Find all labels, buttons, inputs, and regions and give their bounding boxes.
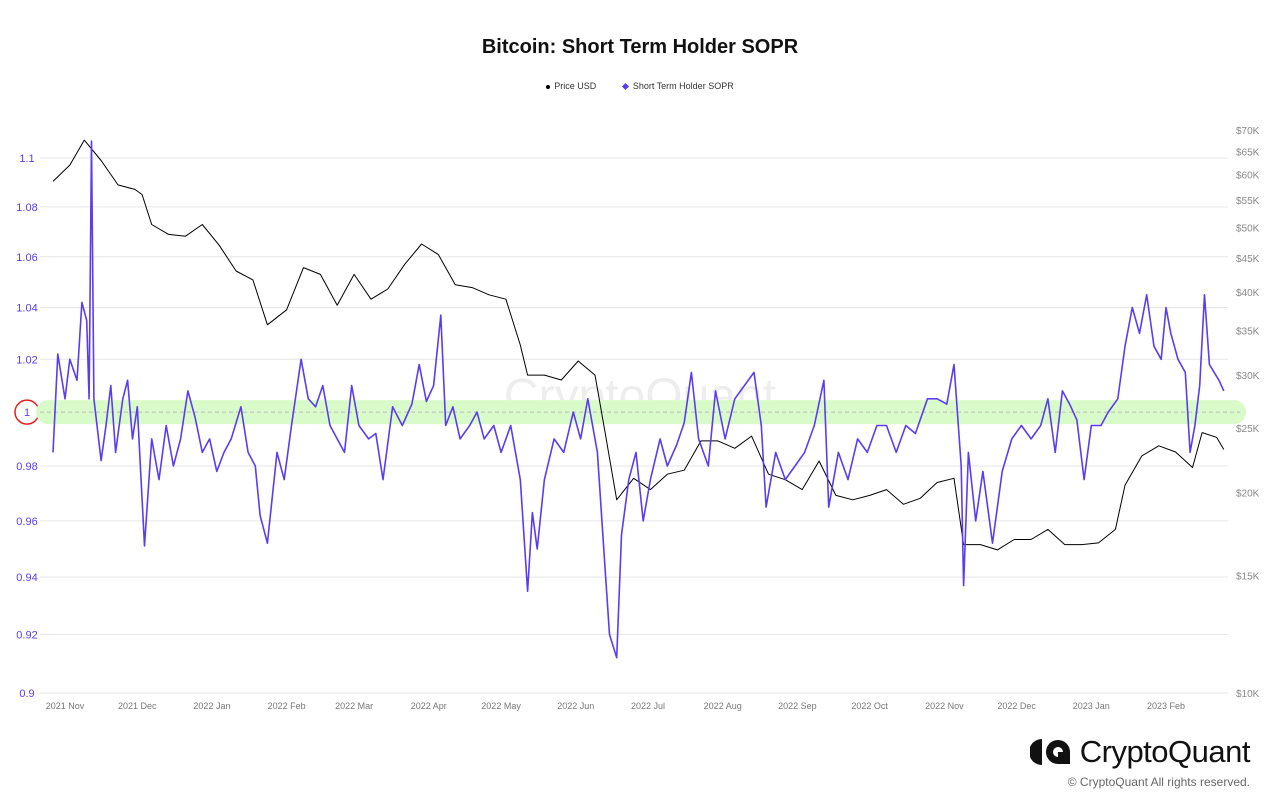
circle-marker-icon: [546, 84, 551, 89]
legend-item-price[interactable]: Price USD: [546, 81, 596, 91]
left-tick-label: 1: [24, 407, 30, 419]
right-tick-label: $65K: [1236, 147, 1260, 158]
legend: Price USD Short Term Holder SOPR: [0, 81, 1280, 91]
left-tick-label: 0.9: [19, 688, 34, 700]
left-tick-label: 1.08: [16, 202, 37, 214]
x-tick-label: 2022 Aug: [704, 701, 742, 711]
reference-band: [36, 400, 1246, 425]
left-tick-label: 1.04: [16, 303, 37, 315]
left-tick-label: 1.1: [19, 153, 34, 165]
right-tick-label: $25K: [1236, 424, 1260, 435]
x-tick-label: 2022 Jul: [631, 701, 665, 711]
left-tick-label: 0.96: [16, 516, 37, 528]
x-tick-label: 2023 Jan: [1073, 701, 1110, 711]
x-tick-label: 2021 Dec: [118, 701, 157, 711]
cryptoquant-logo-icon: [1029, 739, 1070, 765]
right-tick-label: $60K: [1236, 171, 1260, 182]
right-tick-label: $40K: [1236, 288, 1260, 299]
right-tick-label: $20K: [1236, 488, 1260, 499]
chart-title: Bitcoin: Short Term Holder SOPR: [481, 36, 799, 58]
right-tick-label: $70K: [1236, 126, 1260, 137]
legend-label: Price USD: [554, 81, 597, 91]
x-tick-label: 2022 Sep: [778, 701, 817, 711]
x-tick-label: 2022 Apr: [411, 701, 447, 711]
legend-label: Short Term Holder SOPR: [632, 81, 734, 91]
right-tick-label: $15K: [1236, 572, 1260, 583]
price-line: [52, 139, 1225, 551]
x-tick-label: 2023 Feb: [1147, 701, 1185, 711]
x-tick-label: 2022 Jun: [557, 701, 594, 711]
x-tick-label: 2021 Nov: [46, 701, 85, 711]
right-tick-label: $55K: [1236, 196, 1260, 207]
left-tick-label: 0.92: [16, 629, 37, 641]
x-tick-label: 2022 Oct: [851, 701, 888, 711]
left-tick-label: 1.02: [16, 354, 37, 366]
cryptoquant-logo: CryptoQuant: [1029, 734, 1251, 770]
left-tick-label: 0.98: [16, 461, 37, 473]
x-tick-label: 2022 Nov: [925, 701, 964, 711]
left-tick-label: 1.06: [16, 252, 37, 264]
x-tick-label: 2022 May: [481, 701, 521, 711]
x-tick-label: 2022 Jan: [193, 701, 230, 711]
x-tick-label: 2022 Dec: [997, 701, 1036, 711]
right-tick-label: $50K: [1236, 223, 1260, 234]
right-tick-label: $10K: [1236, 689, 1260, 700]
right-tick-label: $30K: [1236, 371, 1260, 382]
right-tick-label: $35K: [1236, 327, 1260, 338]
legend-item-sopr[interactable]: Short Term Holder SOPR: [621, 81, 734, 91]
logo-text: CryptoQuant: [1079, 734, 1251, 769]
right-tick-label: $45K: [1236, 254, 1260, 265]
sopr-line: [52, 140, 1225, 659]
left-tick-label: 0.94: [16, 572, 37, 584]
x-tick-label: 2022 Mar: [335, 701, 373, 711]
x-tick-label: 2022 Feb: [268, 701, 306, 711]
copyright: © CryptoQuant All rights reserved.: [1067, 775, 1250, 789]
